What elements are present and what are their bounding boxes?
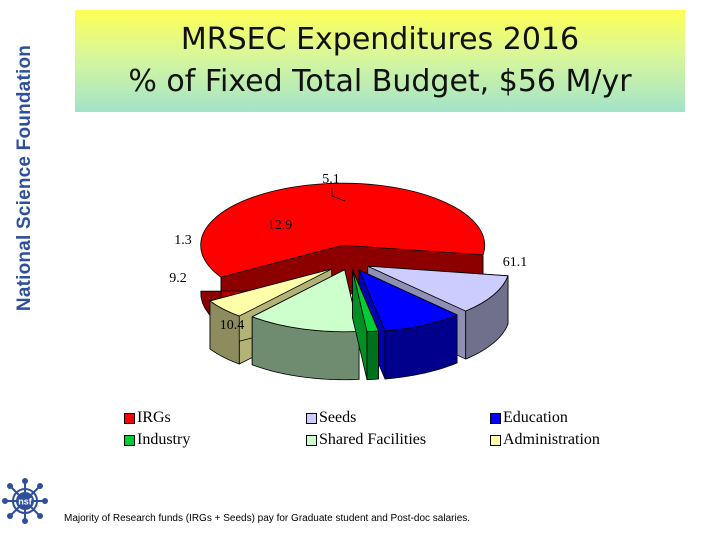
data-label: 61.1	[503, 255, 528, 270]
title-banner: MRSEC Expenditures 2016 % of Fixed Total…	[75, 10, 685, 112]
legend-item-shared-facilities: Shared Facilities	[306, 431, 426, 449]
data-label: 12.9	[268, 218, 293, 233]
logo-text: nsf	[18, 497, 33, 507]
legend-item-administration: Administration	[490, 431, 600, 449]
legend-swatch	[124, 434, 135, 446]
pie-slice-shared-facilities	[251, 269, 360, 381]
sidebar: National Science Foundation nsf	[0, 0, 50, 540]
legend-label: IRGs	[137, 409, 171, 426]
leader-line	[331, 188, 346, 202]
legend-item-education: Education	[490, 409, 568, 427]
legend-item-seeds: Seeds	[306, 409, 356, 427]
data-label: 1.3	[174, 233, 192, 248]
page-subtitle: % of Fixed Total Budget, $56 M/yr	[128, 64, 632, 99]
legend-label: Industry	[137, 431, 191, 448]
legend-label: Education	[503, 409, 568, 426]
legend-swatch	[306, 412, 317, 424]
legend-label: Shared Facilities	[319, 431, 427, 448]
legend-label: Seeds	[319, 409, 357, 426]
page-title: MRSEC Expenditures 2016	[180, 22, 580, 57]
pie-slice-industry	[352, 269, 379, 381]
legend-swatch	[490, 412, 501, 424]
legend-label: Administration	[503, 431, 600, 448]
data-label: 9.2	[169, 271, 187, 286]
nsf-logo-icon: nsf	[2, 478, 48, 524]
data-label: 5.1	[322, 172, 340, 187]
legend-swatch	[490, 434, 501, 446]
legend-item-irgs: IRGs	[124, 409, 171, 427]
legend-swatch	[124, 412, 135, 424]
data-label: 10.4	[220, 318, 245, 333]
footnote: Majority of Research funds (IRGs + Seeds…	[64, 513, 471, 524]
legend-swatch	[306, 434, 317, 446]
legend-item-industry: Industry	[124, 431, 190, 449]
